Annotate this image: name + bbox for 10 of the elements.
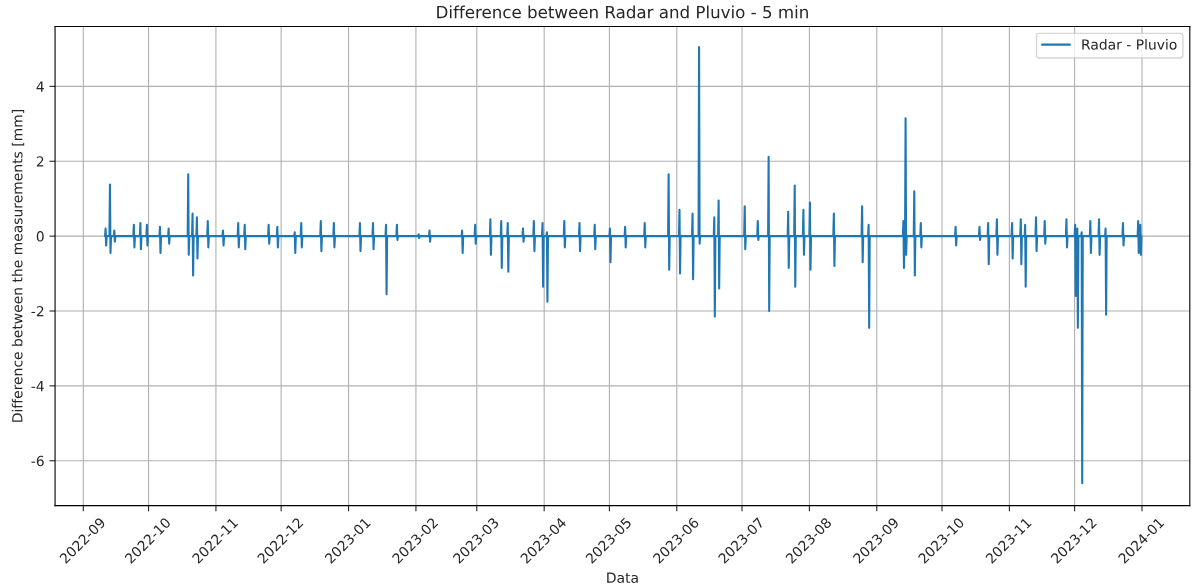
- y-tick-label: 2: [36, 156, 44, 167]
- x-axis-title: Data: [607, 572, 638, 583]
- legend-label: Radar - Pluvio: [1082, 38, 1177, 50]
- y-tick-label: -2: [31, 305, 44, 317]
- chart-title: Difference between Radar and Pluvio - 5 min: [437, 5, 808, 19]
- y-tick-label: -6: [31, 455, 44, 467]
- y-axis-title: Difference between the measurements [mm]: [11, 110, 25, 422]
- y-tick-label: 0: [36, 231, 44, 242]
- y-tick-label: 4: [36, 81, 44, 92]
- y-tick-label: -4: [31, 381, 44, 392]
